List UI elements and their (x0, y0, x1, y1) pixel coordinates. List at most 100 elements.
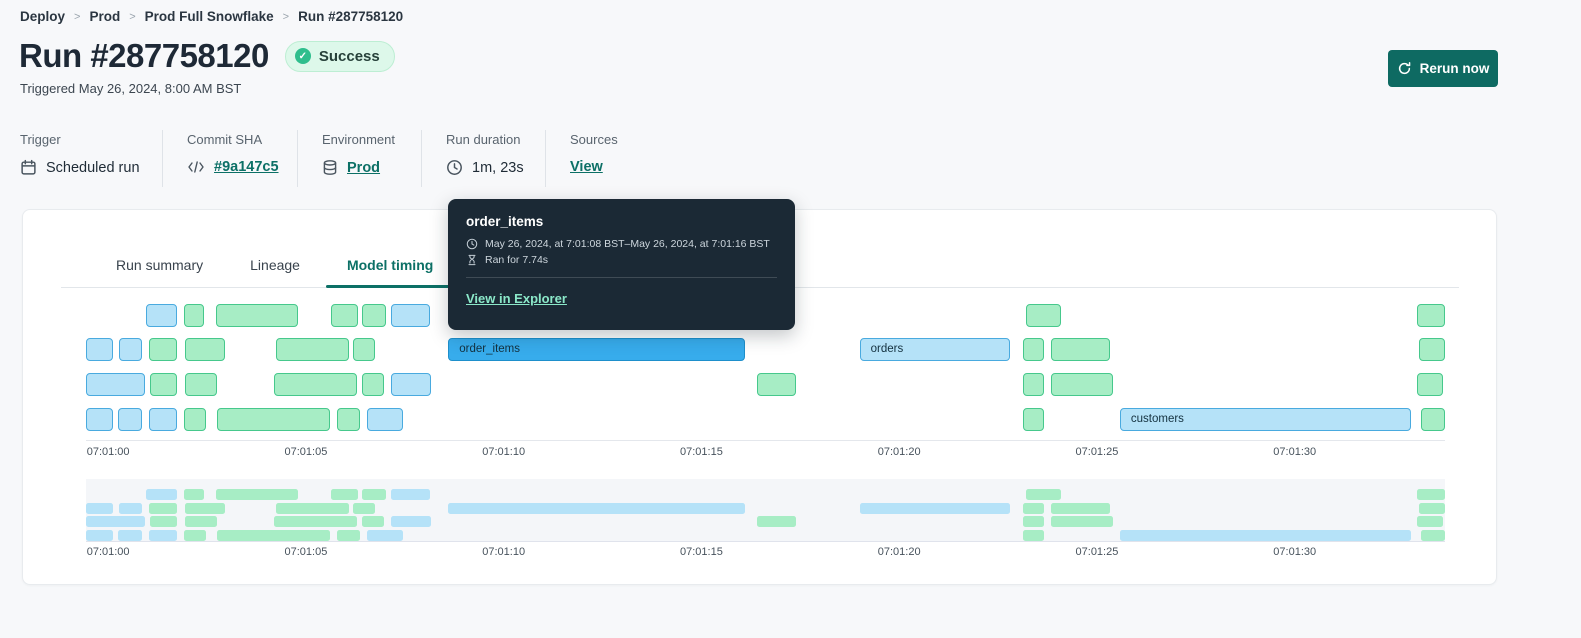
meta-environment: Environment Prod (298, 130, 422, 187)
gantt-bar[interactable] (1022, 373, 1044, 396)
gantt-bar (86, 530, 114, 542)
gantt-bar[interactable] (361, 304, 386, 327)
gantt-bar (86, 502, 114, 514)
axis-tick: 07:01:00 (86, 546, 130, 558)
rerun-now-button[interactable]: Rerun now (1388, 50, 1498, 87)
gantt-bar-customers[interactable]: customers (1119, 408, 1412, 431)
gantt-bar (184, 516, 217, 528)
gantt-bar (275, 502, 349, 514)
gantt-bar (184, 489, 204, 500)
gantt-bar[interactable] (275, 338, 349, 361)
gantt-bar (119, 502, 143, 514)
gantt-bar (1051, 516, 1113, 528)
overview-time-axis: 07:01:00 07:01:05 07:01:10 07:01:15 07:01:20… (86, 546, 1445, 564)
gantt-bar (216, 530, 331, 542)
gantt-bar[interactable] (149, 408, 177, 431)
gantt-bar[interactable] (1051, 373, 1113, 396)
gantt-bar[interactable] (352, 338, 375, 361)
gantt-bar[interactable] (86, 338, 114, 361)
view-in-explorer-link[interactable]: View in Explorer (466, 291, 567, 306)
gantt-bar[interactable] (366, 408, 403, 431)
breadcrumb-item-deploy[interactable]: Deploy (20, 9, 66, 24)
axis-tick: 07:01:30 (1273, 546, 1317, 558)
meta-link[interactable]: Prod (347, 159, 381, 176)
gantt-bar (1025, 489, 1062, 500)
meta-label: Commit SHA (187, 132, 263, 147)
gantt-bar[interactable] (1025, 304, 1062, 327)
gantt-bar[interactable] (216, 304, 298, 327)
gantt-bar[interactable] (1022, 338, 1044, 361)
gantt-bar[interactable] (184, 408, 206, 431)
gantt-bar (216, 489, 298, 500)
gantt-bar[interactable] (1417, 373, 1444, 396)
gantt-bar[interactable] (86, 408, 114, 431)
gantt-bar (149, 502, 177, 514)
breadcrumb-separator: > (282, 10, 290, 23)
gantt-bar[interactable] (756, 373, 797, 396)
gantt-bar (1417, 516, 1444, 528)
meta-link[interactable]: View (570, 159, 603, 175)
clock-icon (446, 159, 463, 176)
gantt-bar[interactable] (1421, 408, 1445, 431)
run-meta-row: Trigger Scheduled run Commit SHA #9a147c5 En… (20, 130, 666, 187)
gantt-bar-orders[interactable]: orders (859, 338, 1010, 361)
gantt-bar[interactable] (184, 304, 204, 327)
gantt-bar[interactable] (184, 373, 217, 396)
gantt-bar[interactable] (184, 338, 225, 361)
gantt-bar[interactable] (1419, 338, 1445, 361)
axis-tick: 07:01:20 (877, 446, 921, 458)
breadcrumb-item-prod[interactable]: Prod (89, 9, 121, 24)
code-icon (187, 160, 205, 174)
gantt-bar[interactable] (336, 408, 360, 431)
gantt-bar (1421, 530, 1445, 542)
axis-tick: 07:01:15 (680, 446, 723, 458)
meta-link[interactable]: #9a147c5 (214, 159, 279, 175)
gantt-bar-order_items[interactable]: order_items (448, 338, 745, 361)
breadcrumb-item-prod-full-snowflake[interactable]: Prod Full Snowflake (144, 9, 274, 24)
axis-tick: 07:01:30 (1273, 446, 1317, 458)
gantt-bar[interactable] (1417, 304, 1445, 327)
gantt-bar (184, 502, 225, 514)
axis-tick: 07:01:25 (1075, 546, 1119, 558)
gantt-bar[interactable] (273, 373, 357, 396)
gantt-bar (1417, 489, 1445, 500)
gantt-bar (390, 516, 431, 528)
gantt-bar[interactable] (361, 373, 384, 396)
gantt-overview-strip[interactable] (86, 479, 1445, 542)
axis-tick: 07:01:20 (877, 546, 921, 558)
gantt-bar[interactable] (1022, 408, 1044, 431)
tab-lineage[interactable]: Lineage (250, 257, 300, 273)
gantt-bar (361, 489, 386, 500)
status-badge-label: Success (318, 47, 380, 65)
breadcrumb-separator: > (74, 10, 81, 23)
gantt-bar[interactable] (118, 408, 143, 431)
gantt-bar (336, 530, 360, 542)
gantt-bar[interactable] (390, 304, 430, 327)
tab-model-timing[interactable]: Model timing (325, 257, 455, 288)
gantt-bar[interactable] (390, 373, 431, 396)
gantt-bar-order_items (448, 502, 745, 514)
gantt-bar[interactable] (1051, 338, 1110, 361)
gantt-bar[interactable] (330, 304, 358, 327)
gantt-time-axis: 07:01:00 07:01:05 07:01:10 07:01:15 07:01:20… (86, 440, 1445, 458)
rerun-now-label: Rerun now (1419, 61, 1490, 76)
gantt-bar (1419, 502, 1445, 514)
gantt-bar[interactable] (86, 373, 145, 396)
tab-run-summary[interactable]: Run summary (116, 257, 204, 273)
breadcrumb: Deploy > Prod > Prod Full Snowflake > Run #287… (20, 9, 403, 24)
gantt-bar (146, 489, 177, 500)
axis-tick: 07:01:00 (86, 446, 130, 458)
axis-tick: 07:01:05 (284, 446, 328, 458)
page-title: Run #287758120 (19, 37, 269, 74)
gantt-bar[interactable] (149, 338, 177, 361)
breadcrumb-item-run-287758120[interactable]: Run #287758120 (298, 9, 404, 24)
gantt-bar (273, 516, 357, 528)
gantt-bar[interactable] (150, 373, 177, 396)
calendar-icon (20, 159, 37, 176)
meta-value: Scheduled run (20, 159, 162, 176)
gantt-bar[interactable] (216, 408, 331, 431)
gantt-bar[interactable] (119, 338, 143, 361)
clock-icon (466, 238, 478, 250)
gantt-bar[interactable] (146, 304, 177, 327)
